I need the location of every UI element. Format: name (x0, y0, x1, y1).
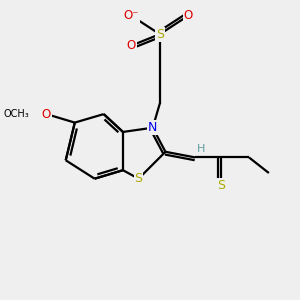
Text: N: N (148, 121, 158, 134)
Text: S: S (156, 28, 164, 41)
Text: S: S (134, 172, 142, 185)
Text: S: S (217, 179, 225, 192)
Text: O: O (127, 39, 136, 52)
Text: O⁻: O⁻ (124, 9, 139, 22)
Text: O: O (184, 9, 193, 22)
Text: OCH₃: OCH₃ (3, 109, 29, 119)
Text: H: H (197, 144, 205, 154)
Text: O: O (42, 108, 51, 121)
